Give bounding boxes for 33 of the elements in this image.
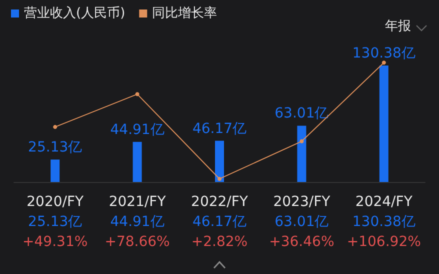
data-label: +106.92% <box>346 234 421 250</box>
point <box>53 124 58 129</box>
bar <box>215 140 224 182</box>
point <box>300 139 304 144</box>
data-label: 25.13亿 <box>28 214 82 230</box>
data-label: 130.38亿 <box>352 214 416 230</box>
legend-label: 同比增长率 <box>152 5 218 21</box>
data-label: 46.17亿 <box>192 214 247 230</box>
text: 44.91亿 <box>110 122 164 138</box>
text: 63.01亿 <box>274 106 329 122</box>
text: 25.13亿 <box>28 140 82 156</box>
data-label: +36.46% <box>269 234 334 250</box>
text: 130.38亿 <box>352 46 416 62</box>
point <box>218 176 222 181</box>
bar <box>50 160 60 182</box>
x-tick-label: 2020/FY <box>26 194 84 210</box>
legend-label: 营业收入(人民币) <box>24 6 126 21</box>
bar <box>132 142 142 182</box>
data-label: +78.66% <box>104 234 170 250</box>
point <box>135 92 140 96</box>
bar <box>297 126 306 182</box>
text: 年报 <box>385 19 411 34</box>
data-label: 63.01亿 <box>274 214 329 230</box>
data-label: 44.91亿 <box>110 214 164 230</box>
data-label: +2.82% <box>191 234 248 250</box>
point <box>382 60 386 65</box>
bar <box>379 66 388 182</box>
x-tick-label: 2022/FY <box>191 194 248 210</box>
data-label: +49.31% <box>22 234 88 250</box>
x-tick-label: 2021/FY <box>108 194 166 210</box>
x-tick-label: 2024/FY <box>355 194 413 210</box>
text: 46.17亿 <box>192 120 247 137</box>
x-tick-label: 2023/FY <box>273 194 331 210</box>
